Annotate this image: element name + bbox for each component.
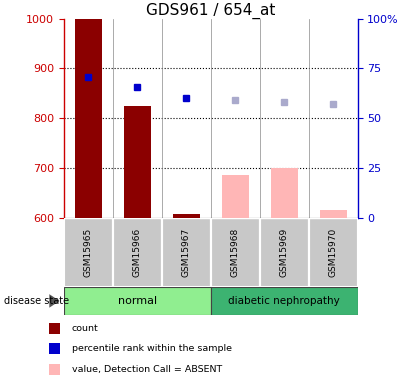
Bar (75, 19, 102, 217)
Bar (270, 168, 298, 217)
Bar (124, 106, 151, 218)
Text: GSM15970: GSM15970 (328, 228, 337, 277)
Text: GSM15969: GSM15969 (279, 228, 289, 277)
Bar (64, 287, 210, 315)
Polygon shape (49, 294, 60, 307)
Bar (260, 217, 309, 287)
Text: normal: normal (118, 296, 157, 306)
Bar (113, 217, 162, 287)
Bar (173, 214, 200, 217)
Bar (309, 217, 358, 287)
Text: value, Detection Call = ABSENT: value, Detection Call = ABSENT (72, 365, 222, 374)
Text: GSM15968: GSM15968 (231, 228, 240, 277)
Bar (320, 210, 346, 218)
Text: disease state: disease state (4, 296, 69, 306)
Text: diabetic nephropathy: diabetic nephropathy (228, 296, 340, 306)
Text: GSM15967: GSM15967 (182, 228, 191, 277)
Title: GDS961 / 654_at: GDS961 / 654_at (146, 3, 275, 19)
Text: percentile rank within the sample: percentile rank within the sample (72, 344, 232, 353)
Text: count: count (72, 324, 99, 333)
Bar (162, 217, 211, 287)
Text: GSM15966: GSM15966 (133, 228, 142, 277)
Bar (211, 217, 260, 287)
Bar (64, 217, 113, 287)
Bar (222, 175, 249, 217)
Bar (211, 287, 358, 315)
Text: GSM15965: GSM15965 (84, 228, 93, 277)
